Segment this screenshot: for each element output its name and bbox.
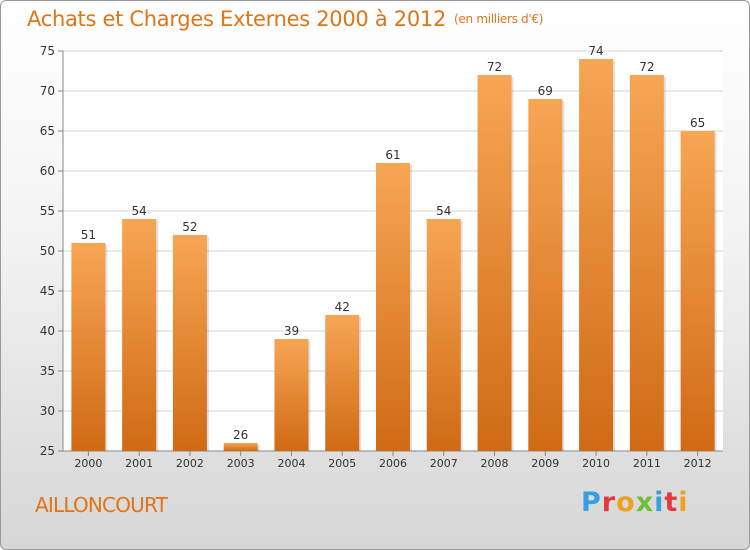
title-text: Achats et Charges Externes 2000 à 2012 — [27, 7, 447, 31]
data-label: 42 — [335, 300, 350, 314]
bar — [71, 243, 106, 451]
data-label: 72 — [487, 60, 502, 74]
logo-letter: i — [654, 487, 665, 518]
logo-letter: i — [678, 487, 689, 518]
logo-letter: r — [601, 487, 617, 518]
x-tick-label: 2002 — [176, 457, 204, 470]
x-tick-label: 2011 — [633, 457, 661, 470]
x-tick-label: 2001 — [125, 457, 153, 470]
bar — [325, 315, 360, 451]
bar — [274, 339, 309, 451]
bar — [629, 75, 664, 451]
y-tick-label: 60 — [40, 164, 55, 178]
data-label: 61 — [385, 148, 400, 162]
data-label: 65 — [690, 116, 705, 130]
y-tick-label: 30 — [40, 404, 55, 418]
x-tick-label: 2005 — [328, 457, 356, 470]
data-label: 54 — [132, 204, 147, 218]
bar — [426, 219, 461, 451]
logo-letter: t — [664, 487, 679, 518]
bar — [477, 75, 512, 451]
chart-subtitle: (en milliers d'€) — [454, 12, 544, 26]
logo-letter: P — [581, 487, 602, 518]
bar — [680, 131, 715, 451]
data-label: 51 — [81, 228, 96, 242]
x-tick-label: 2012 — [684, 457, 712, 470]
y-tick-label: 75 — [40, 44, 55, 58]
y-tick-label: 50 — [40, 244, 55, 258]
data-label: 52 — [182, 220, 197, 234]
logo-letter: x — [635, 487, 655, 518]
data-label: 74 — [588, 44, 603, 58]
bar — [223, 443, 258, 451]
bar — [579, 59, 614, 451]
chart-title: Achats et Charges Externes 2000 à 2012 (e… — [27, 7, 543, 31]
x-tick-label: 2009 — [531, 457, 559, 470]
bar — [376, 163, 410, 451]
y-tick-label: 25 — [40, 444, 55, 458]
x-tick-label: 2010 — [582, 457, 610, 470]
x-tick-label: 2007 — [430, 457, 458, 470]
x-tick-label: 2008 — [481, 457, 509, 470]
data-label: 54 — [436, 204, 451, 218]
data-label: 72 — [639, 60, 654, 74]
x-tick-label: 2004 — [277, 457, 305, 470]
y-tick-label: 40 — [40, 324, 55, 338]
bar — [172, 235, 207, 451]
commune-name: AILLONCOURT — [35, 493, 168, 517]
x-tick-label: 2006 — [379, 457, 407, 470]
bar — [122, 219, 157, 451]
data-label: 69 — [538, 84, 553, 98]
proxiti-logo: Proxiti — [581, 487, 689, 518]
x-tick-label: 2000 — [74, 457, 102, 470]
x-tick-label: 2003 — [227, 457, 255, 470]
y-tick-label: 65 — [40, 124, 55, 138]
y-tick-label: 55 — [40, 204, 55, 218]
data-label: 26 — [233, 428, 248, 442]
y-tick-label: 70 — [40, 84, 55, 98]
bar — [528, 99, 563, 451]
logo-letter: o — [616, 487, 636, 518]
y-tick-label: 35 — [40, 364, 55, 378]
y-tick-label: 45 — [40, 284, 55, 298]
data-label: 39 — [284, 324, 299, 338]
